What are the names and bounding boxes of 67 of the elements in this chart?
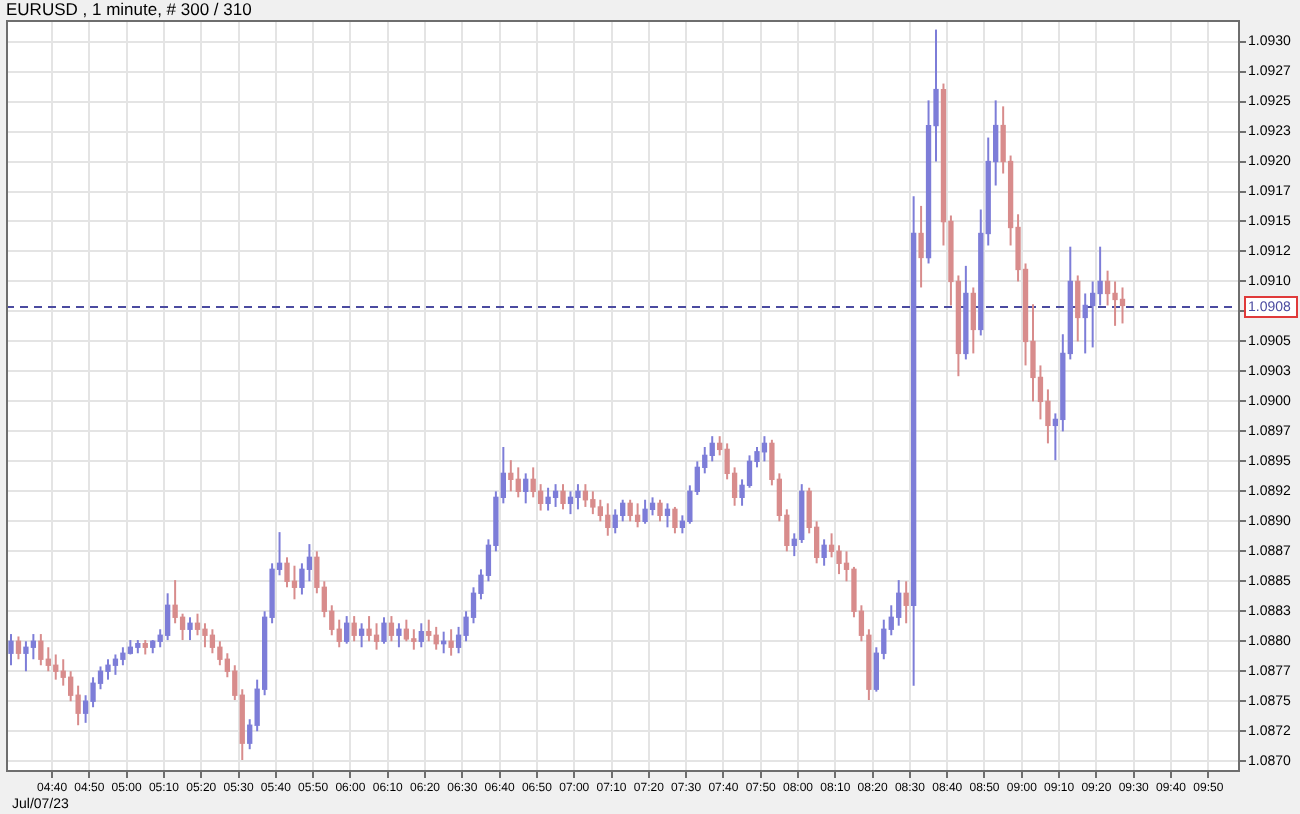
candlestick [523,472,529,505]
candlestick [164,592,171,642]
candlestick [627,498,633,523]
candlestick [45,646,51,673]
candlestick [403,618,410,643]
candlestick [545,486,551,512]
candlestick [828,532,835,559]
candlestick [291,564,298,601]
candlestick [821,538,827,567]
candlestick [560,483,566,511]
candlestick [418,622,424,649]
candlestick [918,204,924,289]
candlestick [1082,292,1088,355]
candlestick [187,616,193,642]
candlestick [448,628,454,657]
candlestick [552,483,559,508]
candlestick [508,459,514,493]
candlestick [396,622,402,649]
candlestick [411,628,417,651]
candlestick [351,615,357,643]
candlestick [381,616,387,645]
candlestick [567,490,574,516]
candlestick [53,653,59,681]
candlestick [194,612,201,637]
candlestick [605,502,611,537]
candlestick [202,622,208,649]
candlestick [105,658,111,681]
candlestick [597,498,603,523]
candlestick [306,543,313,583]
candlestick [537,483,544,512]
candlestick [970,286,976,355]
candlestick [112,653,119,676]
candlestick [1075,274,1081,343]
candlestick [373,622,380,651]
candlestick [455,625,462,655]
candlestick [657,498,663,523]
candlestick [896,579,902,627]
candlestick [30,633,37,661]
candlestick [903,580,909,625]
candlestick [1090,280,1096,349]
candlestick [1119,286,1126,325]
candlestick [23,640,29,673]
candlestick [426,618,432,643]
candlestick [515,466,521,499]
candlestick [179,612,186,642]
candlestick [366,615,372,643]
candlestick [672,505,678,535]
candlestick [1104,269,1111,307]
candlestick [15,635,22,661]
candlestick [8,633,14,667]
candlestick [590,490,596,516]
candlestick [530,466,536,499]
candlestick [388,615,395,643]
candlestick [709,435,715,463]
candlestick [620,498,626,523]
candlestick [38,633,44,667]
candlestick [358,622,365,649]
candlestick [642,498,648,525]
candlestick [575,483,581,511]
candlestick [634,502,641,529]
candlestick [664,502,671,529]
candlestick [172,579,178,625]
chart-title: EURUSD , 1 minute, # 300 / 310 [6,0,253,19]
candlestick [336,618,342,649]
candlestick [612,508,618,535]
candlestick [209,628,216,655]
candlestick [344,615,350,645]
